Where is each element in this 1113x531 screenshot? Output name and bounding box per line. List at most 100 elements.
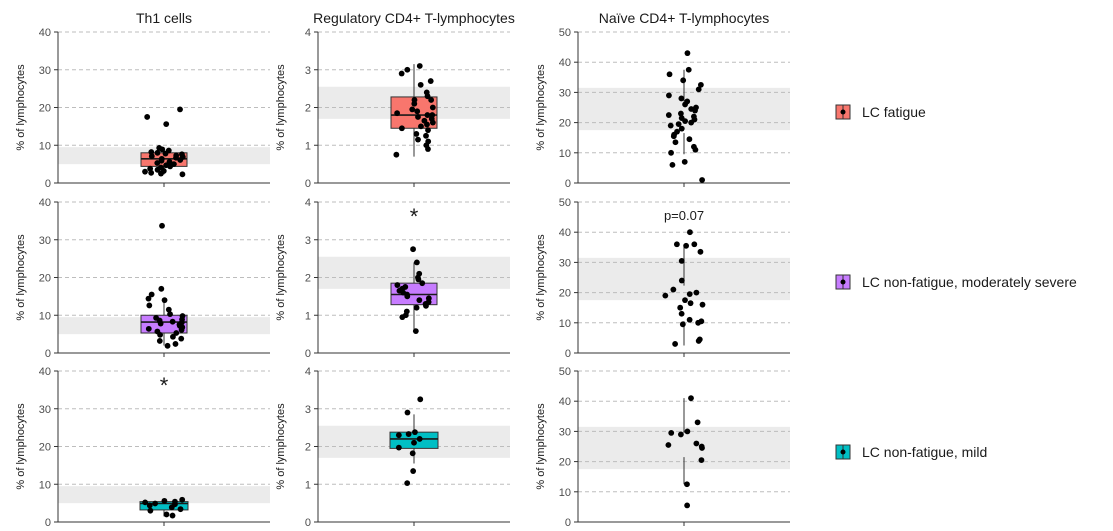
panel-2-1: 0 1 2 3 4 % of lymphocytes bbox=[275, 366, 510, 529]
data-point bbox=[670, 286, 677, 293]
y-tick-label: 0 bbox=[45, 517, 51, 529]
data-point bbox=[672, 139, 679, 146]
legend-item: LC non-fatigue, moderately severe bbox=[835, 274, 1077, 290]
data-point bbox=[697, 248, 704, 255]
data-point bbox=[416, 297, 423, 304]
data-point bbox=[142, 168, 148, 175]
data-point bbox=[695, 319, 702, 326]
y-tick-label: 0 bbox=[305, 348, 311, 360]
data-point bbox=[424, 93, 431, 100]
data-point bbox=[398, 70, 405, 77]
data-point bbox=[693, 440, 700, 447]
data-point bbox=[682, 297, 688, 304]
data-point bbox=[429, 104, 436, 111]
y-tick-label: 40 bbox=[39, 366, 51, 378]
y-tick-label: 40 bbox=[39, 197, 51, 209]
y-tick-label: 10 bbox=[559, 487, 571, 499]
data-point bbox=[684, 481, 690, 488]
data-point bbox=[410, 468, 417, 474]
data-point bbox=[169, 512, 176, 519]
data-point bbox=[179, 496, 186, 503]
data-point bbox=[665, 442, 672, 448]
y-tick-label: 20 bbox=[559, 457, 571, 469]
y-tick-label: 1 bbox=[305, 310, 311, 322]
data-point bbox=[682, 118, 689, 124]
panel-1-0: 0 10 20 30 40 % of lymphocytes bbox=[15, 197, 270, 360]
data-point bbox=[146, 502, 153, 509]
data-point bbox=[167, 163, 174, 170]
data-point bbox=[692, 107, 698, 114]
data-point bbox=[148, 153, 155, 160]
panel-2-0: 0 10 20 30 40 % of lymphocytes * bbox=[15, 366, 270, 529]
data-point bbox=[172, 341, 179, 347]
y-axis-label: % of lymphocytes bbox=[275, 234, 287, 321]
legend-swatch-dot bbox=[840, 449, 846, 455]
data-point bbox=[417, 81, 424, 88]
y-tick-label: 0 bbox=[565, 517, 571, 529]
column-title: Naïve CD4+ T-lymphocytes bbox=[599, 10, 770, 26]
y-tick-label: 20 bbox=[559, 288, 571, 300]
y-axis-label: % of lymphocytes bbox=[275, 64, 287, 151]
y-tick-label: 10 bbox=[39, 479, 51, 491]
data-point bbox=[411, 439, 417, 446]
y-tick-label: 0 bbox=[45, 178, 51, 190]
data-point bbox=[152, 500, 159, 507]
data-point bbox=[409, 450, 416, 457]
y-axis-label: % of lymphocytes bbox=[535, 234, 547, 321]
data-point bbox=[145, 295, 152, 302]
data-point bbox=[694, 419, 701, 426]
panel-0-0: 0 10 20 30 40 % of lymphocytes bbox=[15, 27, 270, 190]
data-point bbox=[162, 150, 169, 157]
y-tick-label: 10 bbox=[39, 310, 51, 322]
data-point bbox=[148, 169, 155, 176]
legend-item: LC non-fatigue, mild bbox=[835, 444, 987, 460]
y-tick-label: 30 bbox=[39, 404, 51, 416]
data-point bbox=[414, 108, 421, 115]
data-point bbox=[669, 161, 676, 168]
data-point bbox=[687, 300, 694, 307]
significance-annotation: * bbox=[160, 373, 169, 398]
data-point bbox=[173, 330, 180, 336]
y-tick-label: 20 bbox=[39, 442, 51, 454]
data-point bbox=[693, 289, 700, 296]
data-point bbox=[678, 257, 685, 264]
y-tick-label: 50 bbox=[559, 197, 571, 209]
y-tick-label: 2 bbox=[305, 103, 311, 115]
y-tick-label: 30 bbox=[559, 257, 571, 269]
data-point bbox=[409, 106, 416, 113]
legend-item: LC fatigue bbox=[835, 104, 926, 120]
y-tick-label: 40 bbox=[559, 396, 571, 408]
data-point bbox=[682, 101, 688, 108]
box bbox=[140, 314, 188, 334]
data-point bbox=[678, 95, 685, 102]
data-point bbox=[394, 110, 401, 117]
data-point bbox=[673, 241, 680, 248]
data-point bbox=[675, 121, 682, 128]
data-point bbox=[678, 310, 685, 317]
data-point bbox=[699, 445, 705, 451]
data-point bbox=[169, 318, 176, 325]
data-point bbox=[405, 431, 412, 437]
y-tick-label: 4 bbox=[305, 366, 311, 378]
panel-0-1: 0 1 2 3 4 % of lymphocytes bbox=[275, 27, 510, 190]
data-point bbox=[393, 151, 400, 158]
y-tick-label: 30 bbox=[39, 65, 51, 77]
y-tick-label: 30 bbox=[559, 426, 571, 438]
data-point bbox=[685, 66, 692, 73]
data-point bbox=[425, 127, 431, 134]
y-axis-label: % of lymphocytes bbox=[15, 234, 27, 321]
data-point bbox=[688, 119, 695, 126]
y-axis-label: % of lymphocytes bbox=[535, 64, 547, 151]
data-point bbox=[695, 86, 702, 93]
legend-label: LC non-fatigue, mild bbox=[862, 444, 987, 460]
y-tick-label: 0 bbox=[305, 517, 311, 529]
y-tick-label: 1 bbox=[305, 140, 311, 152]
panel-1-2: 0 10 20 30 40 50 % of lymphocytes p=0.07 bbox=[535, 197, 790, 360]
legend-label: LC non-fatigue, moderately severe bbox=[862, 274, 1077, 290]
data-point bbox=[427, 78, 434, 84]
y-tick-label: 20 bbox=[39, 273, 51, 285]
data-point bbox=[170, 333, 176, 340]
data-point bbox=[163, 121, 170, 128]
data-point bbox=[684, 50, 691, 57]
y-tick-label: 4 bbox=[305, 27, 311, 39]
